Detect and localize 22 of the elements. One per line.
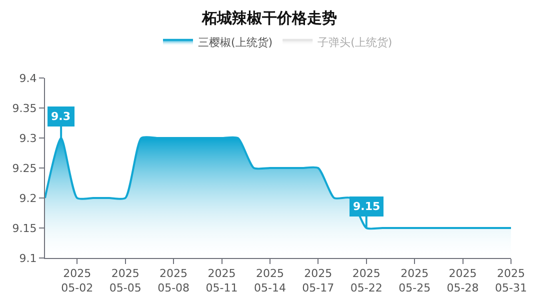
y-tick-label: 9.1 (19, 252, 37, 265)
chart-title: 柘城辣椒干价格走势 (201, 8, 337, 27)
x-tick-label: 2025 05-11 (206, 267, 238, 294)
legend-label: 子弹头(上统货) (318, 36, 392, 50)
y-tick-label: 9.25 (12, 162, 37, 175)
x-tick-label: 2025 05-08 (158, 267, 190, 294)
data-label: 9.3 (51, 110, 70, 123)
legend-label: 三樱椒(上统货) (198, 36, 273, 50)
x-tick-label: 2025 05-02 (61, 267, 94, 294)
x-tick-label: 2025 05-31 (495, 267, 527, 294)
x-tick-label: 2025 05-05 (109, 267, 142, 294)
x-tick-label: 2025 05-14 (254, 267, 286, 294)
x-tick-label: 2025 05-25 (398, 267, 431, 294)
x-tick-label: 2025 05-22 (350, 267, 382, 294)
y-tick-label: 9.15 (12, 222, 37, 235)
x-tick-label: 2025 05-28 (446, 267, 479, 294)
y-tick-label: 9.4 (19, 72, 37, 85)
y-tick-label: 9.35 (12, 102, 37, 115)
y-tick-label: 9.3 (19, 132, 37, 145)
x-tick-label: 2025 05-17 (302, 267, 334, 294)
data-label: 9.15 (353, 200, 380, 213)
y-tick-label: 9.2 (19, 192, 37, 205)
